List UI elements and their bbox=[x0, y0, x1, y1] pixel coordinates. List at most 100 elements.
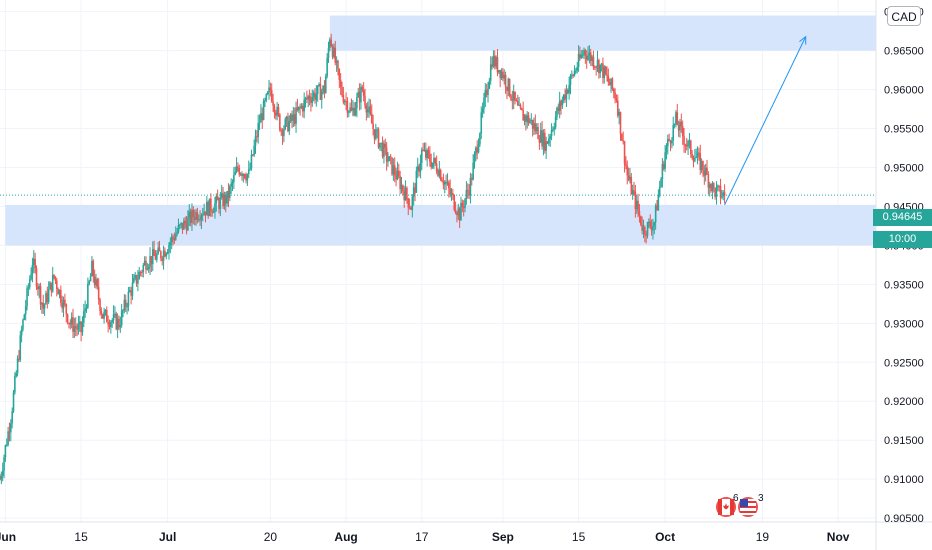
candle-body bbox=[318, 84, 320, 86]
candle-body bbox=[466, 190, 469, 192]
candle-body bbox=[533, 123, 535, 129]
candle-body bbox=[504, 74, 507, 88]
candle-body bbox=[38, 286, 41, 290]
candle-body bbox=[147, 266, 150, 269]
candle-body bbox=[342, 95, 345, 103]
candle-body bbox=[295, 107, 297, 124]
candle-body bbox=[618, 111, 620, 116]
candle-body bbox=[153, 249, 155, 256]
candle-body bbox=[203, 211, 205, 215]
candle-body bbox=[191, 209, 193, 223]
candle-body bbox=[711, 183, 714, 191]
candle-body bbox=[644, 227, 646, 235]
y-tick-label: 0.92500 bbox=[884, 357, 924, 369]
candle-body bbox=[347, 111, 350, 113]
candle-body bbox=[565, 89, 568, 100]
candle-body bbox=[7, 431, 9, 445]
candle-body bbox=[337, 60, 339, 69]
candle-body bbox=[608, 81, 611, 86]
candle-body bbox=[527, 115, 530, 124]
candle-body bbox=[438, 170, 441, 176]
y-tick-label: 0.93500 bbox=[884, 279, 924, 291]
candle-body bbox=[189, 211, 192, 223]
candle-body bbox=[694, 157, 696, 162]
candle-body bbox=[219, 197, 222, 209]
candle-body bbox=[250, 154, 253, 169]
candle-body bbox=[435, 163, 438, 172]
candle-body bbox=[281, 130, 284, 137]
currency-badge[interactable]: CAD bbox=[887, 6, 921, 26]
candle-body bbox=[714, 188, 716, 197]
candle-body bbox=[654, 205, 657, 223]
candle-body bbox=[619, 111, 622, 135]
candle-body bbox=[143, 260, 146, 266]
candle-body bbox=[531, 119, 534, 129]
candle-body bbox=[210, 198, 212, 212]
candle-body bbox=[641, 224, 643, 231]
candle-body bbox=[399, 176, 401, 190]
candle-body bbox=[364, 95, 366, 106]
candle-body bbox=[269, 87, 272, 91]
candle-body bbox=[123, 299, 126, 311]
candle-body bbox=[311, 97, 314, 103]
candle-body bbox=[668, 139, 670, 141]
candle-body bbox=[585, 55, 588, 60]
candle-body bbox=[592, 56, 595, 67]
candle-body bbox=[557, 107, 560, 111]
candle-body bbox=[237, 166, 239, 169]
candle-body bbox=[93, 276, 96, 286]
candle-body bbox=[719, 185, 722, 198]
candle-body bbox=[260, 113, 262, 123]
candle-body bbox=[200, 215, 203, 221]
candle-body bbox=[19, 335, 22, 360]
candle-body bbox=[395, 175, 397, 180]
candle-body bbox=[28, 279, 31, 288]
candle-body bbox=[721, 196, 723, 198]
us-flag-icon[interactable] bbox=[738, 497, 758, 517]
candle-body bbox=[53, 274, 55, 277]
candle-body bbox=[426, 150, 428, 158]
candle-body bbox=[65, 304, 68, 315]
candle-body bbox=[0, 479, 1, 481]
candle-body bbox=[587, 55, 589, 60]
candle-body bbox=[251, 154, 254, 156]
y-tick-label: 0.96000 bbox=[884, 85, 924, 97]
candle-body bbox=[223, 194, 226, 207]
canada-flag-icon[interactable] bbox=[716, 497, 736, 517]
candle-body bbox=[625, 163, 627, 166]
candle-body bbox=[181, 222, 184, 230]
x-tick-label: Aug bbox=[334, 530, 357, 544]
candle-body bbox=[345, 100, 347, 102]
candle-body bbox=[14, 376, 16, 393]
y-tick-label: 0.96500 bbox=[884, 46, 924, 58]
candle-body bbox=[120, 310, 123, 326]
candle-body bbox=[687, 141, 689, 147]
candle-body bbox=[708, 184, 711, 188]
candle-body bbox=[456, 213, 458, 216]
candle-body bbox=[475, 147, 477, 155]
candle-body bbox=[599, 64, 602, 74]
candle-body bbox=[230, 183, 232, 187]
candle-body bbox=[630, 176, 633, 195]
candle-body bbox=[64, 299, 66, 305]
candle-body bbox=[193, 217, 196, 220]
candle-body bbox=[512, 91, 515, 101]
candle-body bbox=[703, 170, 706, 176]
candle-body bbox=[83, 311, 85, 323]
candle-body bbox=[330, 39, 333, 47]
candle-body bbox=[142, 265, 145, 273]
candle-body bbox=[406, 187, 408, 199]
candle-body bbox=[0, 475, 3, 480]
candle-body bbox=[110, 322, 112, 327]
x-tick-label: 15 bbox=[74, 530, 88, 544]
candle-body bbox=[95, 279, 97, 286]
candle-body bbox=[492, 55, 495, 67]
candle-body bbox=[138, 272, 141, 280]
candle-body bbox=[661, 163, 664, 179]
candle-body bbox=[103, 312, 105, 319]
candle-body bbox=[400, 185, 403, 190]
candle-body bbox=[10, 423, 12, 433]
candle-body bbox=[525, 115, 527, 122]
